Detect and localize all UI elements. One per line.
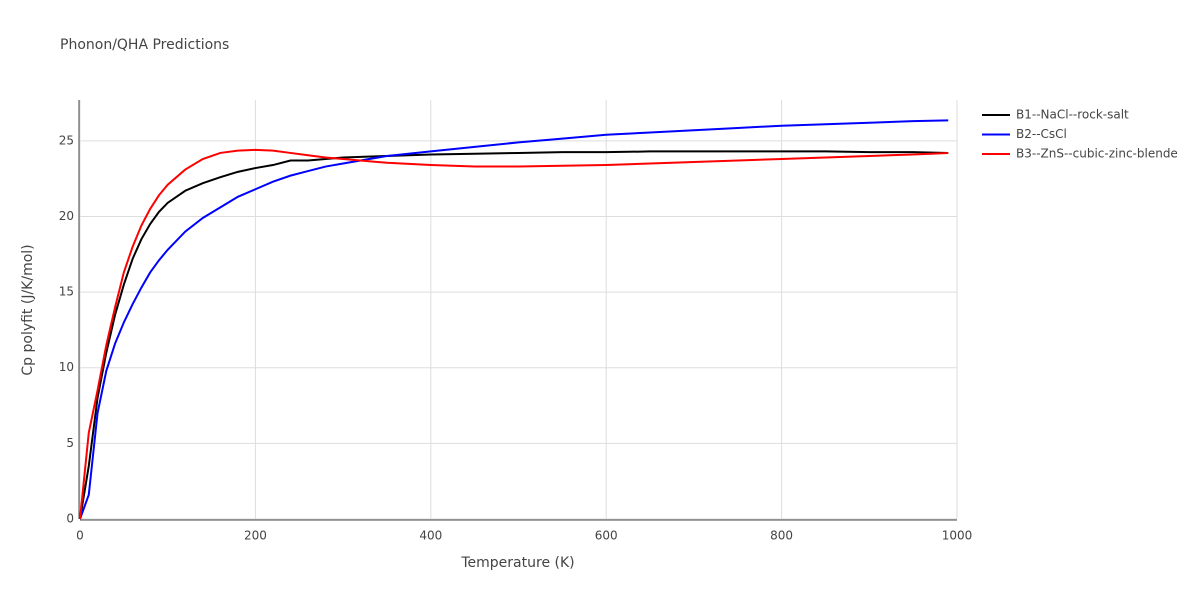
y-tick-label: 0 xyxy=(66,512,74,526)
x-tick-label: 600 xyxy=(595,529,618,543)
y-tick-label: 15 xyxy=(59,285,74,299)
y-tick-label: 25 xyxy=(59,133,74,147)
x-tick-label: 400 xyxy=(419,529,442,543)
y-axis-title: Cp polyfit (J/K/mol) xyxy=(20,244,36,375)
series-line xyxy=(79,148,949,520)
x-tick-label: 1000 xyxy=(942,529,973,543)
series-line xyxy=(79,119,949,520)
x-axis-title: Temperature (K) xyxy=(460,555,574,571)
y-tick-label: 20 xyxy=(59,209,74,223)
legend-label: B1--NaCl--rock-salt xyxy=(1016,108,1129,122)
x-tick-label: 0 xyxy=(76,529,84,543)
y-tick-label: 5 xyxy=(66,436,74,450)
y-tick-label: 10 xyxy=(59,360,74,374)
x-tick-label: 800 xyxy=(770,529,793,543)
x-tick-label: 200 xyxy=(244,529,267,543)
legend-label: B3--ZnS--cubic-zinc-blende xyxy=(1016,147,1178,161)
chart-title: Phonon/QHA Predictions xyxy=(60,37,229,53)
legend-label: B2--CsCl xyxy=(1016,127,1067,141)
series-line xyxy=(79,150,949,520)
